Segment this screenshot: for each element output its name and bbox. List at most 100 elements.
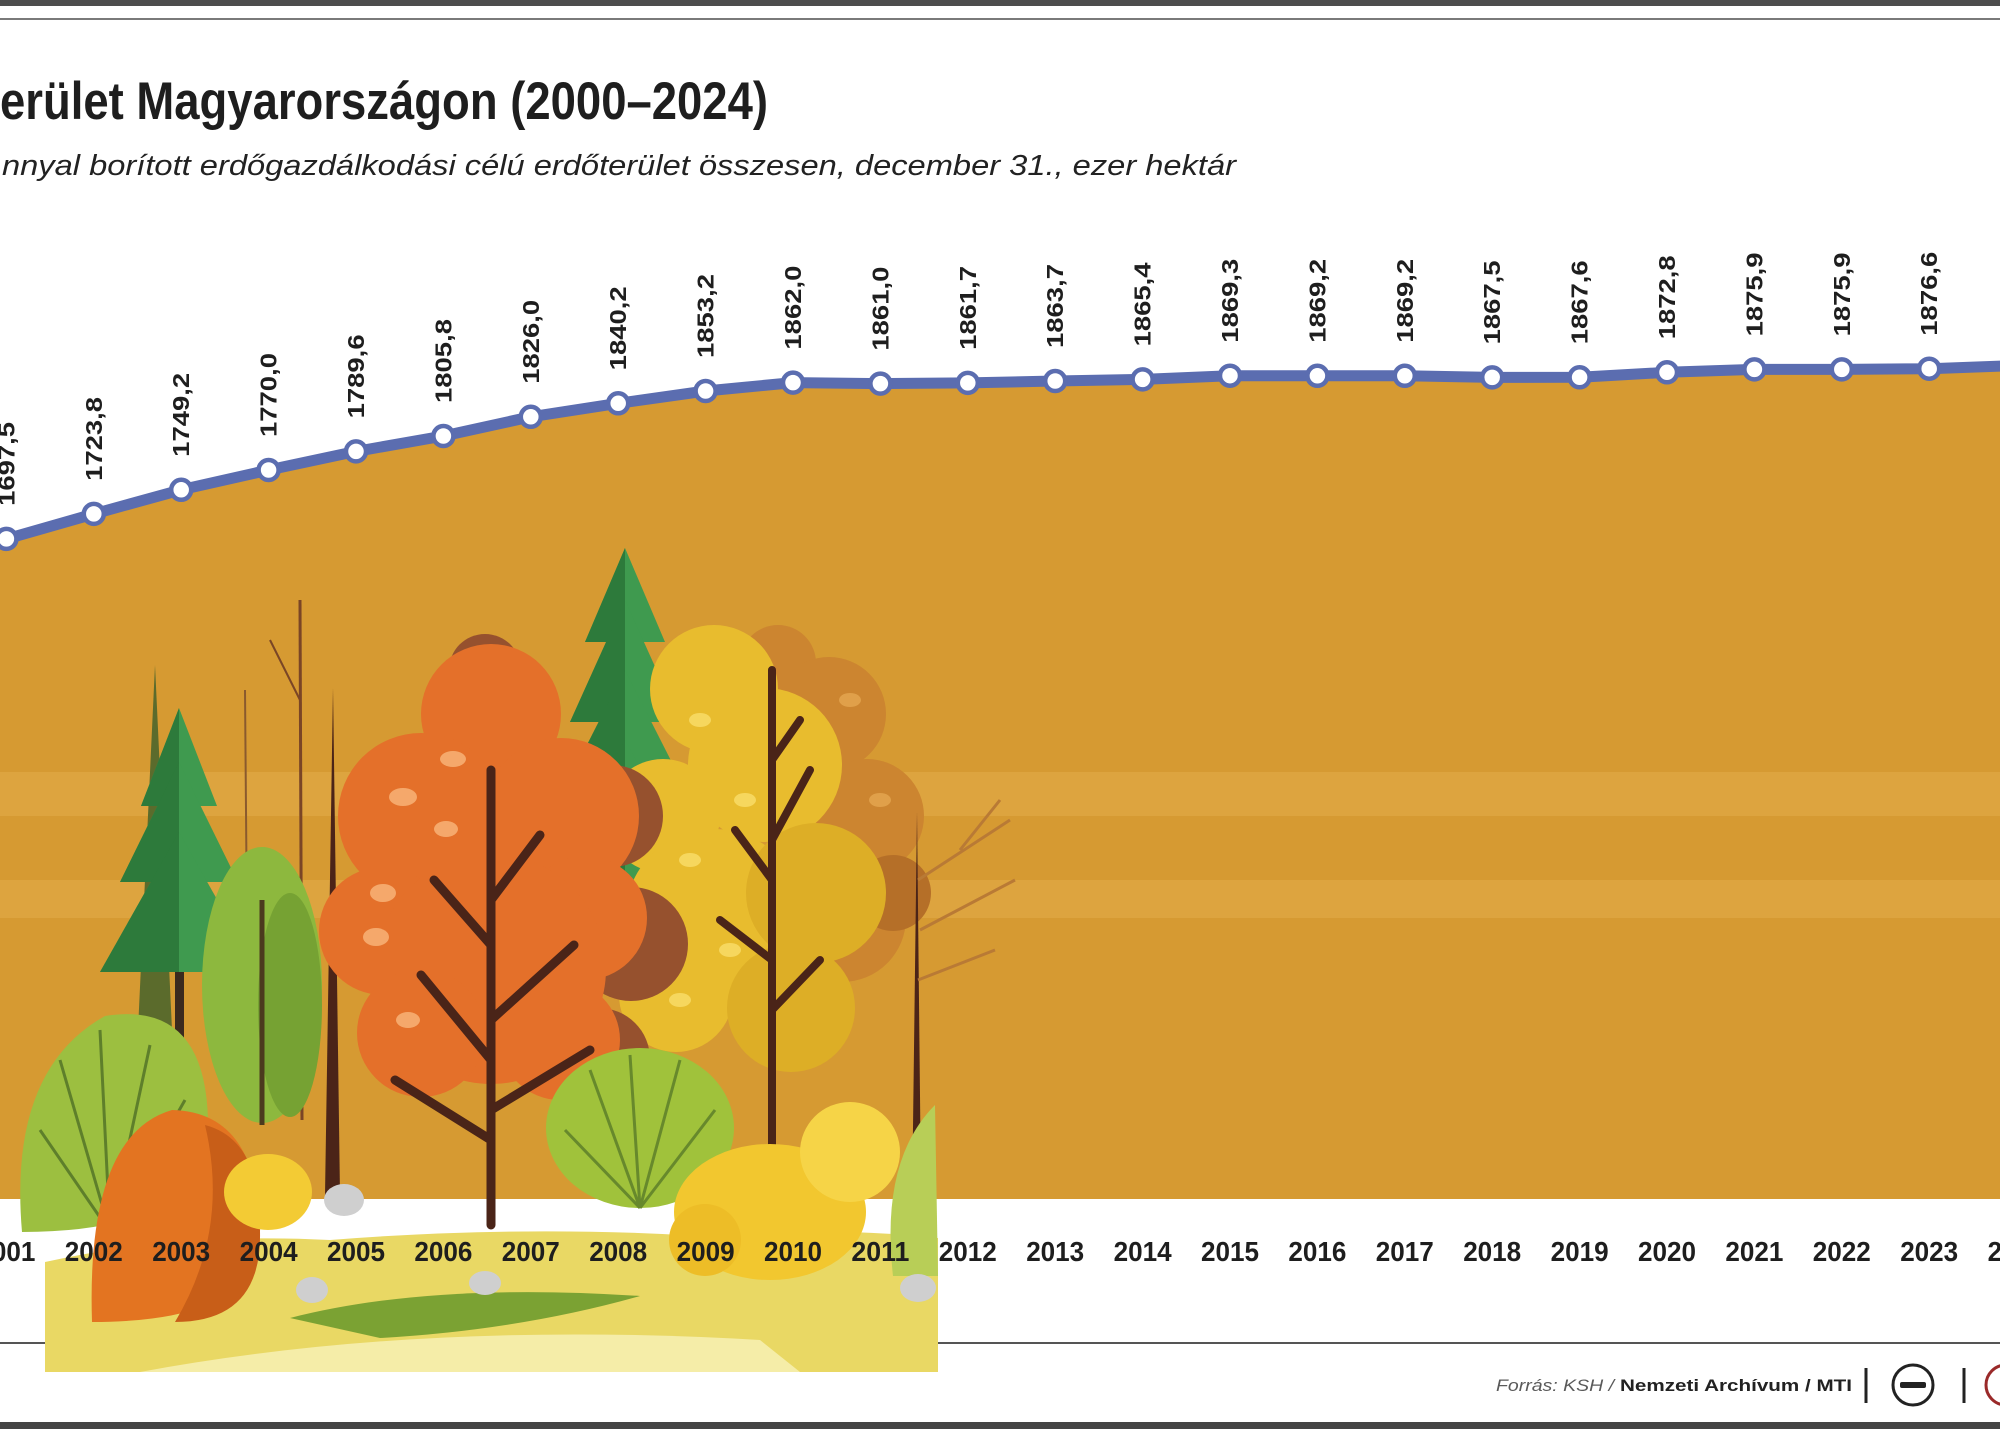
data-point: [1654, 360, 1680, 385]
pine-shade: [585, 548, 625, 642]
pine-shade: [120, 762, 179, 882]
tree-trunk: [716, 666, 824, 1260]
data-point: [1130, 367, 1155, 392]
data-point: [1916, 356, 1942, 381]
autumn-forest-illustration: [20, 548, 1016, 1372]
year-label: 2007: [502, 1236, 560, 1267]
year-label: 2001: [0, 1236, 35, 1267]
value-label: 1861,0: [867, 267, 893, 351]
data-point: [1742, 357, 1767, 382]
leaf-spot: [363, 928, 389, 946]
year-label: 2016: [1288, 1236, 1346, 1267]
footer-source: Forrás: KSH /: [1496, 1376, 1617, 1395]
year-label: 2023: [1900, 1236, 1958, 1267]
year-label: 2022: [1813, 1236, 1871, 1267]
yellow-bush: [224, 1154, 312, 1230]
data-point: [0, 526, 19, 552]
value-label: 1875,9: [1829, 252, 1855, 336]
leaf-spot: [689, 713, 711, 727]
leaf-spot: [679, 853, 701, 867]
leaf-spot: [440, 751, 466, 767]
year-label: 2024: [1988, 1236, 2000, 1267]
value-label: 1867,6: [1567, 260, 1593, 344]
value-label: 1840,2: [605, 286, 631, 370]
data-point: [518, 404, 544, 430]
leaf-spot: [669, 993, 691, 1007]
green-bush-middle: [546, 1048, 734, 1210]
data-point: [693, 378, 718, 404]
data-point: [955, 370, 981, 396]
tree-crown-shade: [258, 893, 322, 1117]
bush-branches: [563, 1054, 717, 1210]
value-label: 1876,6: [1916, 252, 1942, 336]
year-label: 2014: [1114, 1236, 1172, 1267]
leaf-spot: [396, 1012, 420, 1028]
value-label: 1723,8: [81, 397, 107, 481]
value-label: 1875,9: [1741, 252, 1767, 336]
value-label: 1862,0: [780, 266, 806, 350]
value-label: 1826,0: [518, 300, 544, 384]
data-point-layer: [0, 356, 1942, 552]
year-label: 2005: [327, 1236, 385, 1267]
year-label: 2008: [589, 1236, 647, 1267]
leaf-spot: [370, 884, 396, 902]
data-point: [1305, 363, 1330, 389]
year-label: 2015: [1201, 1236, 1259, 1267]
value-label: 1770,0: [256, 353, 282, 437]
leaf-spot: [839, 693, 861, 707]
data-point: [168, 477, 194, 503]
leaf-spot: [434, 821, 458, 837]
rock: [469, 1271, 501, 1295]
rock: [324, 1184, 364, 1216]
year-label: 2017: [1376, 1236, 1434, 1267]
data-point: [605, 391, 631, 416]
pine-shade: [570, 600, 625, 722]
pine-trunk: [175, 960, 184, 1055]
year-label: 2011: [851, 1236, 909, 1267]
year-label: 2006: [414, 1236, 472, 1267]
leaf-spot: [869, 793, 891, 807]
value-label: 1869,3: [1217, 259, 1243, 343]
yellow-bush: [669, 1204, 741, 1276]
tree-crown: [357, 969, 485, 1097]
data-point: [431, 423, 456, 449]
bare-branches: [917, 799, 1016, 982]
value-label: 1869,2: [1392, 259, 1418, 343]
data-point: [1567, 365, 1592, 390]
data-point: [81, 501, 107, 527]
data-point: [868, 371, 893, 396]
yellow-bush: [800, 1102, 900, 1202]
data-point: [780, 370, 806, 395]
value-label: 1867,5: [1479, 260, 1505, 344]
rock: [296, 1277, 328, 1303]
value-label: 1697,5: [0, 422, 19, 506]
archivum-logo-icon: [1891, 1363, 1935, 1407]
year-label: 2012: [939, 1236, 997, 1267]
data-point: [1829, 357, 1855, 382]
tree-crown: [338, 733, 504, 899]
light-green-shrub: [890, 1105, 938, 1276]
green-round-tree: [202, 847, 322, 1125]
year-label: 2003: [152, 1236, 210, 1267]
tree-trunk: [390, 765, 595, 1230]
year-label: 2013: [1026, 1236, 1084, 1267]
data-point: [343, 439, 369, 464]
data-point: [1479, 365, 1505, 390]
ground-highlight: [140, 1334, 800, 1372]
tree-crown: [746, 823, 886, 963]
year-label: 2019: [1551, 1236, 1609, 1267]
year-label: 2002: [65, 1236, 123, 1267]
chart-subtitle: nnyal borított erdőgazdálkodási célú erd…: [2, 150, 1238, 182]
value-label: 1789,6: [343, 334, 369, 418]
year-label: 2020: [1638, 1236, 1696, 1267]
value-label: 1861,7: [955, 266, 981, 350]
value-label: 1863,7: [1042, 264, 1068, 348]
logo-ring: [1984, 1364, 2000, 1406]
orange-tree: [319, 634, 688, 1230]
value-label: 1805,8: [430, 319, 456, 403]
value-label: 1869,2: [1304, 259, 1330, 343]
value-label-layer: 1697,5 1723,8 1749,2 1770,0 1789,6 1805,8 1826…: [0, 252, 1942, 506]
value-label: 1853,2: [693, 274, 719, 358]
data-point: [1392, 363, 1418, 389]
year-label: 2004: [240, 1236, 298, 1267]
